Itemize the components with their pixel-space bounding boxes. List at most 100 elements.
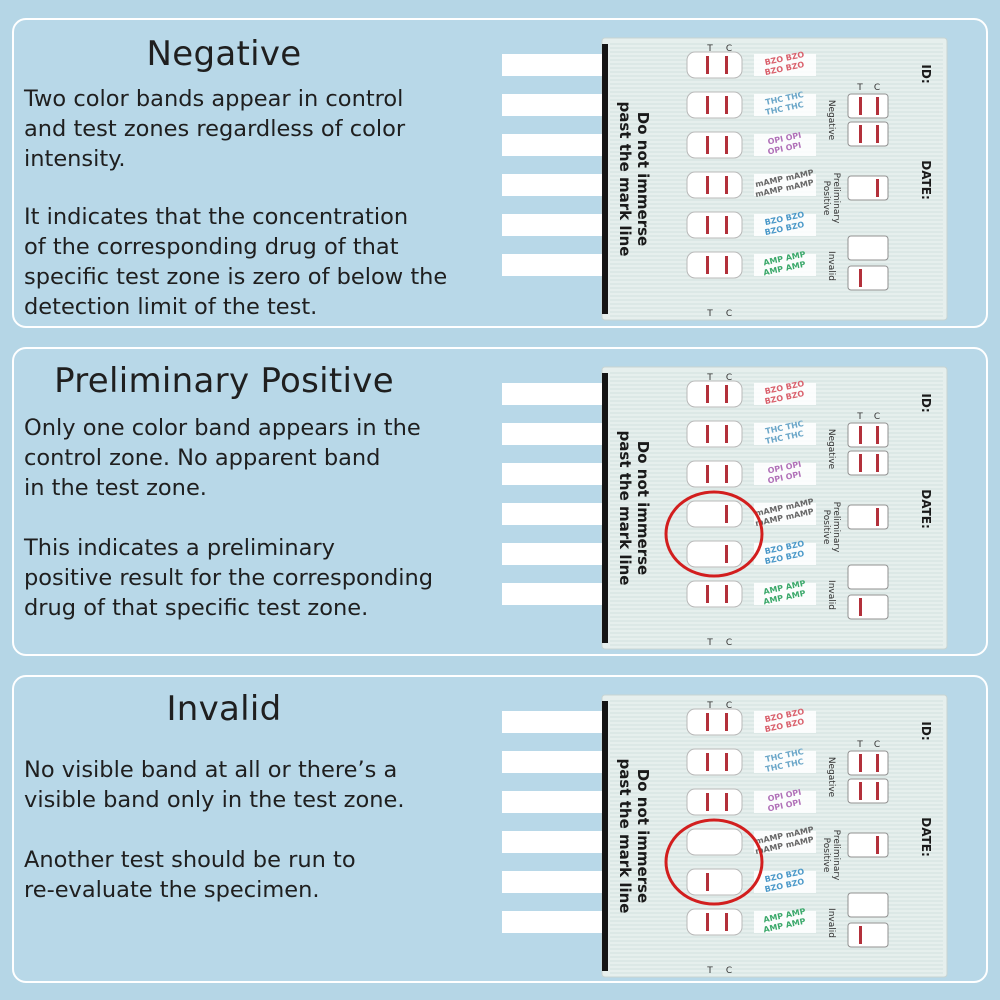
panel-title: Negative <box>146 34 302 74</box>
drug-label-background <box>754 254 816 276</box>
legend-label: Negative <box>826 429 836 470</box>
control-letter: C <box>726 638 732 648</box>
drug-label-background <box>754 214 816 236</box>
id-label: ID: <box>919 64 933 83</box>
test-band <box>706 256 709 274</box>
highlight-circle <box>664 490 764 578</box>
legend-window <box>847 422 889 448</box>
test-strip-end <box>502 423 602 445</box>
legend-label: Invalid <box>826 908 836 938</box>
test-letter: T <box>706 309 713 319</box>
preliminary-positive-panel: Preliminary Positive Only one color band… <box>12 347 988 656</box>
warning-line: Do not immerse <box>634 441 652 575</box>
legend-control-band <box>876 179 879 197</box>
control-band <box>725 216 728 234</box>
control-band <box>725 713 728 731</box>
date-label: DATE: <box>919 489 933 529</box>
date-label-text: DATE: <box>919 489 933 529</box>
legend-text: Invalid <box>826 251 836 281</box>
control-letter: C <box>726 373 732 383</box>
legend-test-band <box>859 754 862 772</box>
result-window <box>686 91 743 119</box>
test-strip-end <box>502 543 602 565</box>
legend-text: Invalid <box>826 580 836 610</box>
test-band <box>706 913 709 931</box>
card-edge <box>602 44 608 314</box>
test-band <box>706 585 709 603</box>
drug-label-background <box>754 871 816 893</box>
test-band <box>706 713 709 731</box>
test-band <box>706 753 709 771</box>
description-line: in the test zone. <box>24 475 207 501</box>
legend-control-letter: C <box>874 412 880 422</box>
test-strip-end <box>502 174 602 196</box>
explanation-line: of the corresponding drug of that <box>24 234 399 260</box>
card-edge <box>602 701 608 971</box>
legend-window <box>847 265 889 291</box>
legend-window <box>847 594 889 620</box>
legend-test-band <box>859 125 862 143</box>
legend-test-band <box>859 782 862 800</box>
drug-label-background <box>754 503 816 525</box>
legend-text: Preliminary <box>831 502 841 553</box>
result-window <box>686 708 743 736</box>
test-strip-end <box>502 871 602 893</box>
result-window <box>686 580 743 608</box>
test-strip-end <box>502 134 602 156</box>
legend-window <box>847 450 889 476</box>
result-window <box>686 460 743 488</box>
test-band <box>706 176 709 194</box>
result-window <box>686 788 743 816</box>
result-window <box>686 420 743 448</box>
result-window <box>686 211 743 239</box>
explanation-line: positive result for the corresponding <box>24 565 434 591</box>
control-band <box>725 545 728 563</box>
control-letter: C <box>726 701 732 711</box>
legend-text: Negative <box>826 100 836 141</box>
legend-control-letter: C <box>874 83 880 93</box>
panel-explanation: This indicates a preliminary positive re… <box>24 533 474 623</box>
test-band <box>706 793 709 811</box>
legend-test-letter: T <box>856 412 863 422</box>
legend-label: Invalid <box>826 251 836 281</box>
control-band <box>725 425 728 443</box>
test-strip-end <box>502 831 602 853</box>
id-label-text: ID: <box>919 721 933 740</box>
test-strip-end <box>502 503 602 525</box>
drug-label-background <box>754 174 816 196</box>
explanation-line: detection limit of the test. <box>24 294 318 320</box>
id-label: ID: <box>919 721 933 740</box>
legend-test-band <box>859 97 862 115</box>
legend-window <box>847 175 889 201</box>
test-strip-end <box>502 383 602 405</box>
id-label: ID: <box>919 393 933 412</box>
control-band <box>725 56 728 74</box>
legend-label: Invalid <box>826 580 836 610</box>
legend-control-band <box>876 836 879 854</box>
explanation-line: drug of that specific test zone. <box>24 595 369 621</box>
legend-window <box>847 235 889 261</box>
test-strip-end <box>502 711 602 733</box>
result-window <box>686 748 743 776</box>
test-band <box>706 465 709 483</box>
test-strip-end <box>502 54 602 76</box>
legend-window <box>847 778 889 804</box>
id-label-text: ID: <box>919 393 933 412</box>
drug-label-background <box>754 463 816 485</box>
result-window <box>686 380 743 408</box>
explanation-line: It indicates that the concentration <box>24 204 409 230</box>
legend-test-band <box>859 269 862 287</box>
control-band <box>725 793 728 811</box>
test-strip-end <box>502 751 602 773</box>
legend-test-letter: T <box>856 83 863 93</box>
